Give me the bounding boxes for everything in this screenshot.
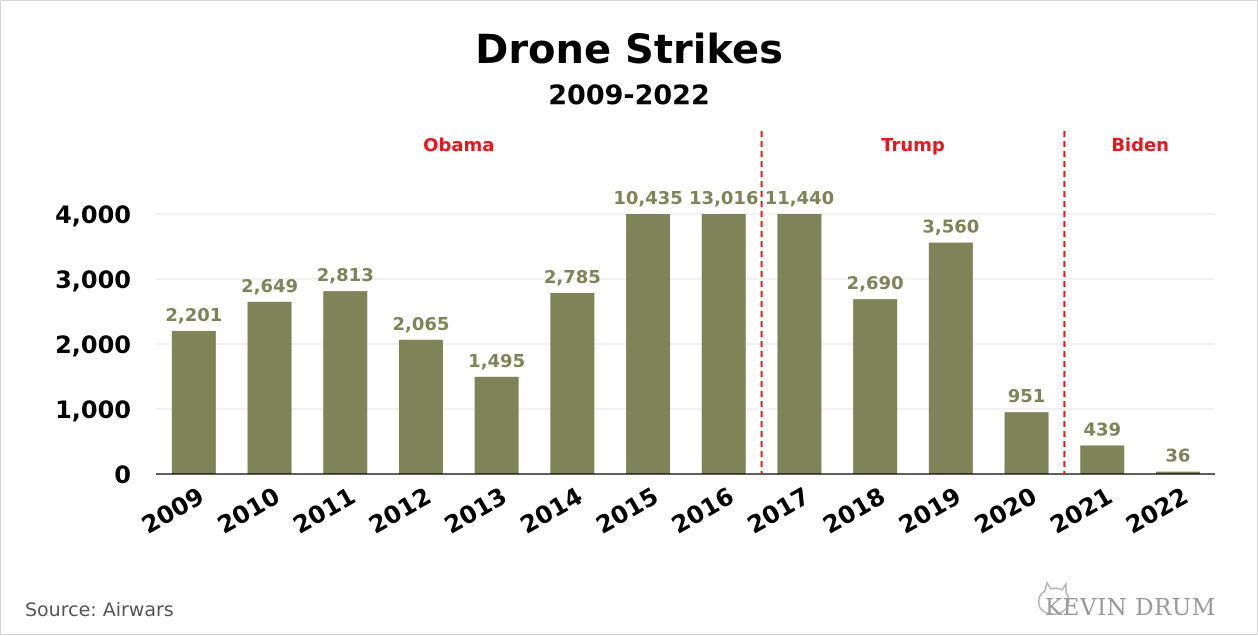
x-tick-label: 2015	[591, 482, 663, 540]
x-tick-label: 2019	[894, 482, 966, 540]
bar	[323, 291, 368, 474]
data-label: 10,435	[613, 188, 682, 209]
bar	[701, 214, 746, 474]
data-label: 36	[1165, 446, 1190, 467]
bar	[474, 376, 519, 474]
bar	[853, 299, 898, 474]
data-label: 951	[1008, 386, 1046, 407]
y-tick-label: 4,000	[55, 201, 131, 229]
bar	[398, 339, 443, 474]
chart-title: Drone Strikes	[475, 27, 783, 73]
y-tick-label: 1,000	[55, 396, 131, 424]
era-label: Biden	[1111, 135, 1169, 156]
x-tick-label: 2011	[288, 482, 360, 540]
cat-logo-icon	[1037, 581, 1070, 615]
data-label: 2,649	[241, 276, 298, 297]
bar	[928, 242, 973, 474]
brand-logo: KEVIN DRUM	[1023, 575, 1223, 625]
era-label: Trump	[881, 135, 945, 156]
data-label: 2,065	[392, 314, 449, 335]
x-tick-label: 2013	[440, 482, 512, 540]
y-tick-label: 0	[114, 461, 131, 489]
data-label: 2,201	[165, 305, 222, 326]
data-label: 13,016	[689, 188, 758, 209]
x-tick-label: 2021	[1045, 482, 1117, 540]
data-label: 3,560	[922, 217, 979, 238]
x-tick-label: 2010	[213, 482, 285, 540]
brand-name: KEVIN DRUM	[1045, 595, 1216, 621]
data-label: 2,813	[317, 265, 374, 286]
x-tick-label: 2018	[818, 482, 890, 540]
bar	[171, 330, 216, 474]
data-label: 2,785	[544, 267, 601, 288]
bar	[247, 301, 292, 474]
data-label: 11,440	[765, 188, 834, 209]
x-tick-label: 2020	[970, 482, 1042, 540]
bar	[1080, 445, 1125, 474]
y-tick-label: 2,000	[55, 331, 131, 359]
x-tick-label: 2014	[516, 482, 588, 540]
data-label: 439	[1083, 419, 1121, 440]
era-label: Obama	[423, 135, 494, 156]
bar	[1155, 471, 1200, 474]
x-tick-label: 2009	[137, 482, 209, 540]
chart-subtitle: 2009-2022	[548, 80, 710, 111]
bar	[626, 214, 671, 474]
x-tick-label: 2012	[364, 482, 436, 540]
x-tick-label: 2022	[1121, 482, 1193, 540]
bar	[777, 214, 822, 474]
data-label: 2,690	[847, 273, 904, 294]
source-note: Source: Airwars	[25, 599, 174, 621]
y-tick-label: 3,000	[55, 266, 131, 294]
x-tick-label: 2017	[743, 482, 815, 540]
bar	[550, 292, 595, 474]
data-label: 1,495	[468, 351, 525, 372]
bar	[1004, 412, 1049, 474]
x-tick-label: 2016	[667, 482, 739, 540]
